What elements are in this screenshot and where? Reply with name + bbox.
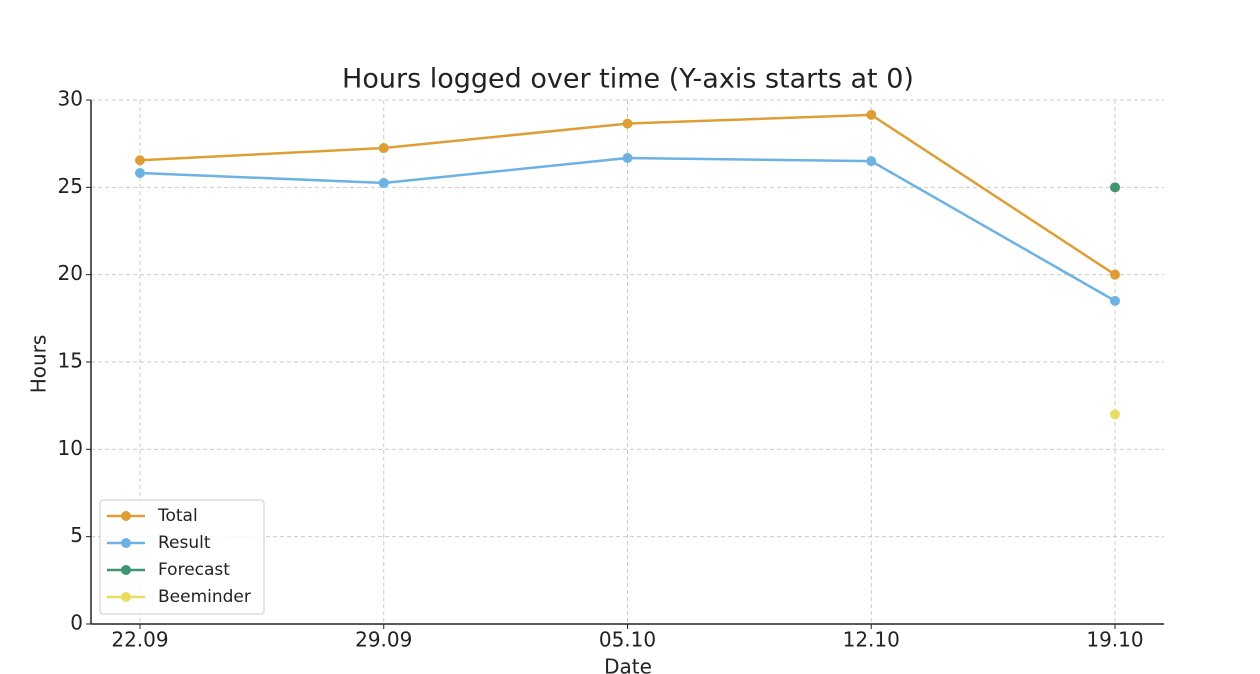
data-point (1110, 295, 1120, 306)
data-point (866, 156, 877, 167)
data-point (135, 168, 145, 179)
data-point (378, 143, 389, 154)
y-tick-label: 10 (58, 436, 83, 460)
y-tick-label: 30 (58, 87, 83, 111)
x-tick-label: 05.10 (599, 628, 656, 652)
y-tick-label: 15 (58, 349, 83, 373)
legend-label: Forecast (158, 560, 230, 580)
legend: Total Result Forecast Beeminder (99, 499, 265, 615)
x-tick-label: 22.09 (111, 628, 168, 652)
legend-marker (121, 538, 131, 548)
legend-label: Beeminder (158, 587, 251, 607)
x-axis-label: Date (604, 655, 652, 674)
y-axis-label: Hours (27, 335, 51, 394)
legend-box (99, 499, 265, 615)
legend-marker (121, 511, 131, 521)
x-tick-label: 29.09 (355, 628, 412, 652)
data-point (135, 155, 145, 166)
data-point (622, 152, 633, 163)
data-point (1110, 182, 1120, 193)
data-point (1110, 409, 1120, 420)
y-tick-label: 25 (58, 174, 83, 198)
legend-marker (121, 565, 131, 575)
y-tick-label: 0 (70, 611, 83, 635)
chart-title: Hours logged over time (Y-axis starts at… (342, 64, 914, 95)
x-tick-label: 12.10 (843, 628, 900, 652)
y-tick-label: 5 (70, 523, 83, 547)
y-tick-label: 20 (58, 261, 83, 285)
x-tick-label: 19.10 (1086, 628, 1143, 652)
legend-marker (121, 592, 131, 602)
data-point (866, 109, 877, 120)
data-point (622, 118, 633, 129)
data-point (1110, 269, 1120, 280)
legend-label: Result (158, 533, 211, 553)
data-point (378, 177, 389, 188)
legend-label: Total (157, 506, 198, 526)
